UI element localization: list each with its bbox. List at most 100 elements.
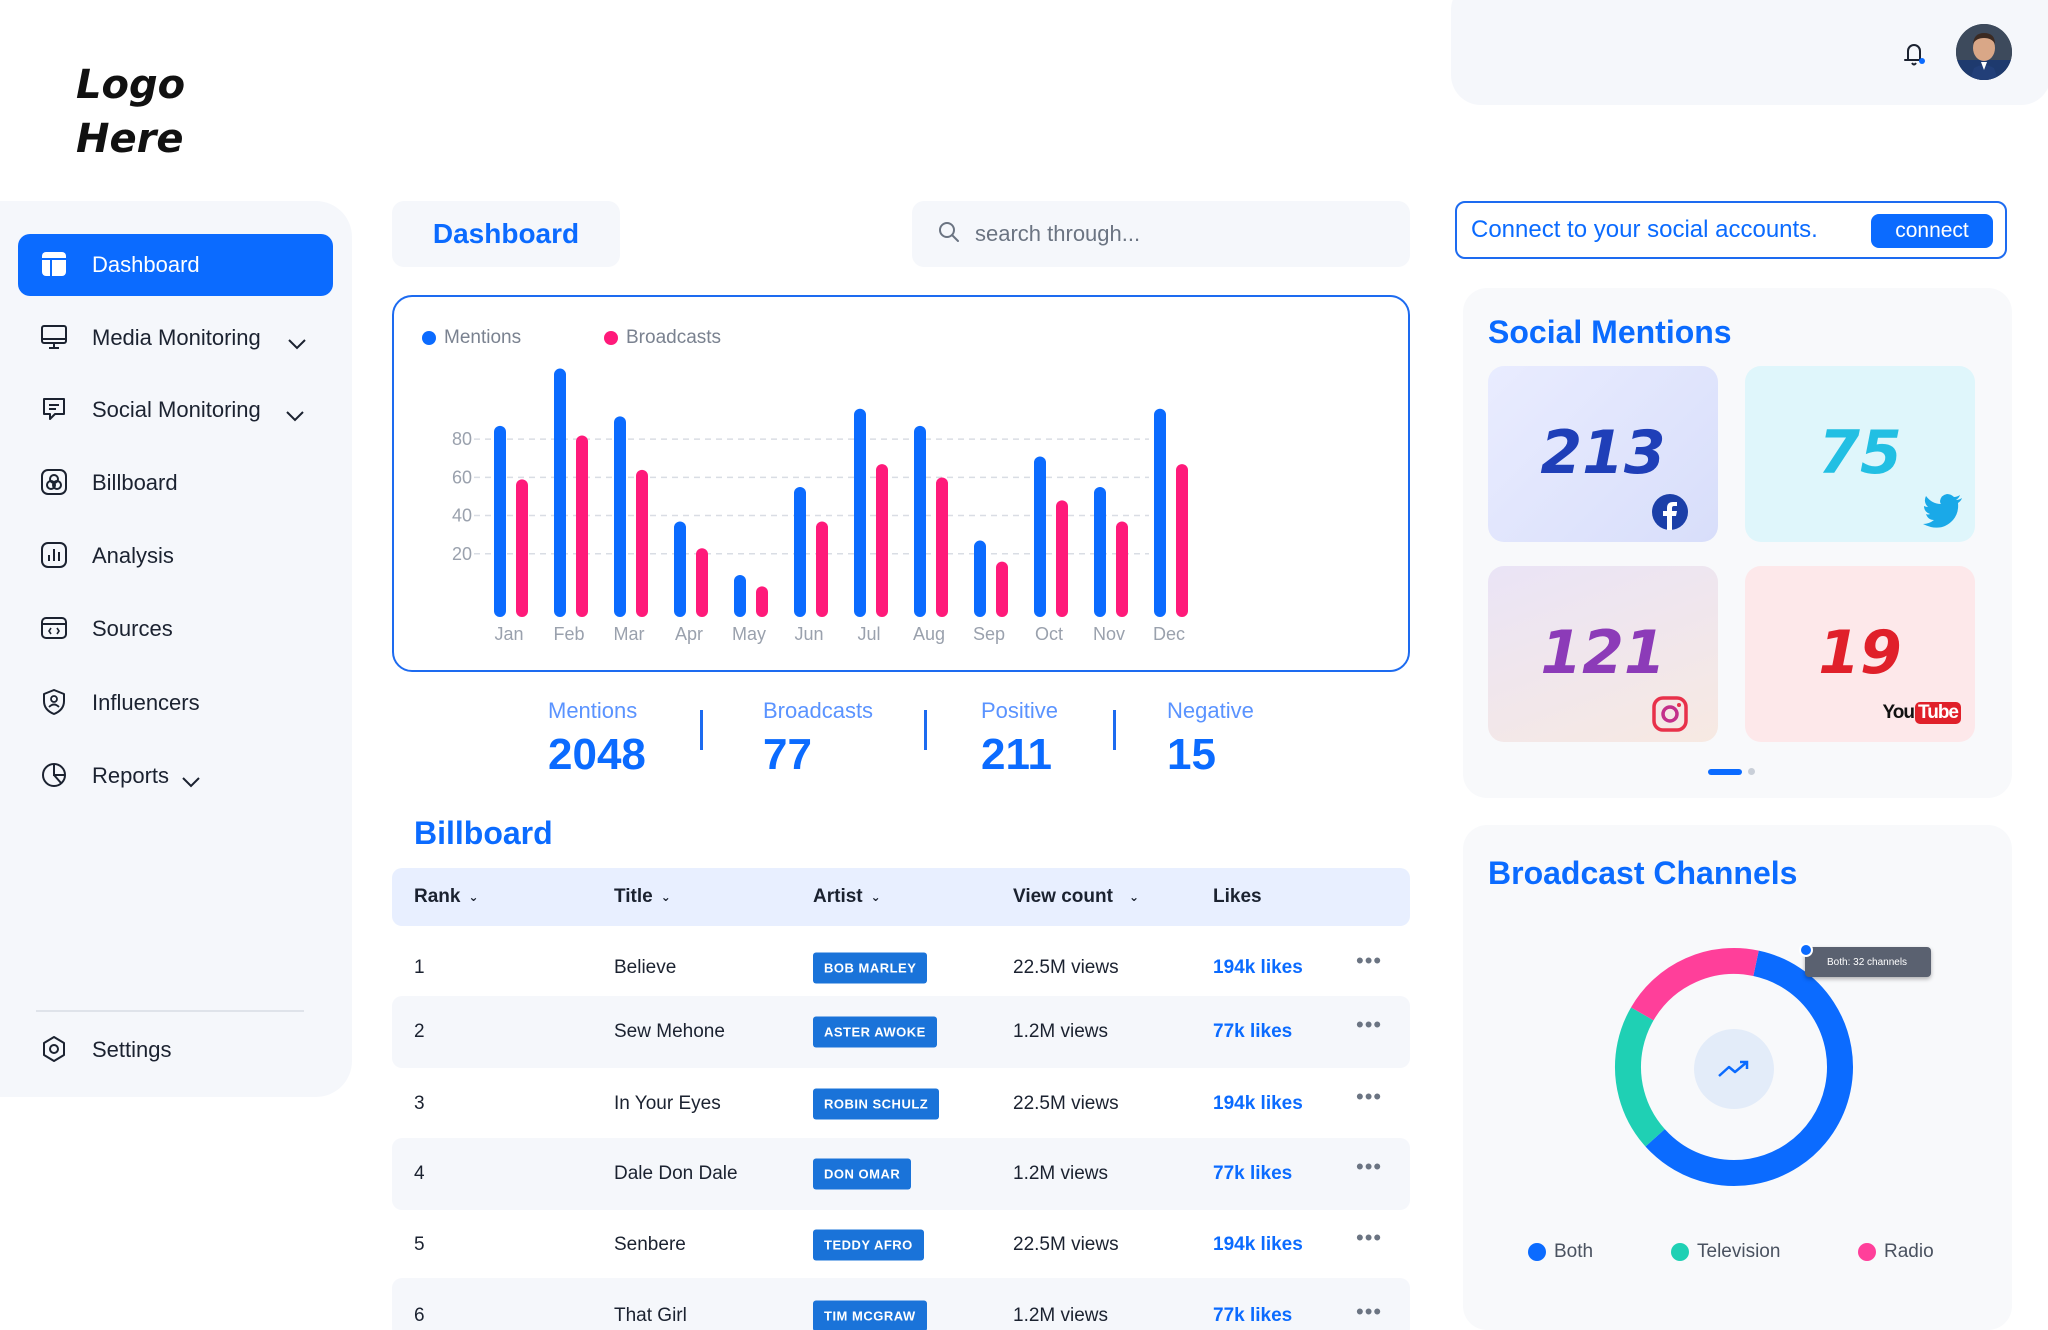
legend-label: Mentions xyxy=(444,327,522,348)
sidebar-item-billboard[interactable]: Billboard xyxy=(18,452,333,514)
tab-dashboard[interactable]: Dashboard xyxy=(392,201,620,267)
bar-broadcasts xyxy=(936,477,948,617)
logo: Logo Here xyxy=(76,58,185,166)
social-mentions-panel: Social Mentions 213 75 121 19 You Tube xyxy=(1463,288,2012,798)
broadcast-donut-chart xyxy=(1608,941,1859,1192)
carousel-dot-active[interactable] xyxy=(1708,768,1742,775)
mentions-broadcasts-chart: Mentions Broadcasts 20 40 60 80 Jan Feb Mar Apr… xyxy=(392,295,1410,672)
artist-badge[interactable]: BOB MARLEY xyxy=(813,952,928,984)
chevron-down-icon[interactable] xyxy=(180,769,202,788)
title-cell: Believe xyxy=(614,957,677,978)
donut-segment-television[interactable] xyxy=(1608,941,1859,1192)
x-tick-label: Oct xyxy=(1035,624,1063,644)
sidebar-item-reports[interactable]: Reports xyxy=(18,745,333,807)
sidebar-item-analysis[interactable]: Analysis xyxy=(18,525,333,587)
sidebar-item-social-monitoring[interactable]: Social Monitoring xyxy=(18,379,333,441)
likes-link[interactable]: 77k likes xyxy=(1213,1021,1293,1042)
bell-icon[interactable] xyxy=(1897,36,1931,72)
bar-broadcasts xyxy=(876,464,888,617)
table-row[interactable]: 5 Senbere TEDDY AFRO 22.5M views 194k li… xyxy=(392,1209,1410,1281)
sidebar-item-influencers[interactable]: Influencers xyxy=(18,672,333,734)
chevron-down-icon: ⌄ xyxy=(870,890,881,904)
artist-badge[interactable]: DON OMAR xyxy=(813,1158,912,1190)
stat-negative: Negative 15 xyxy=(1167,698,1254,780)
bar-mentions xyxy=(1094,487,1106,617)
sources-icon xyxy=(40,614,70,644)
search-input[interactable] xyxy=(975,221,1395,247)
stat-label: Mentions xyxy=(548,698,638,723)
views-cell: 22.5M views xyxy=(1013,1093,1119,1114)
bar-mentions xyxy=(1154,408,1166,617)
legend-dot xyxy=(604,331,618,345)
donut-segment-both[interactable] xyxy=(1608,941,1859,1192)
table-row[interactable]: 1 Believe BOB MARLEY 22.5M views 194k li… xyxy=(392,932,1410,1004)
column-header-likes[interactable]: Likes xyxy=(1213,886,1262,908)
more-options-icon[interactable]: ••• xyxy=(1356,1299,1383,1324)
sidebar-item-label: Sources xyxy=(92,616,173,641)
legend-dot xyxy=(1858,1243,1876,1261)
more-options-icon[interactable]: ••• xyxy=(1356,1011,1383,1037)
likes-link[interactable]: 194k likes xyxy=(1213,1234,1303,1255)
sidebar-item-dashboard[interactable]: Dashboard xyxy=(18,234,333,296)
more-options-icon[interactable]: ••• xyxy=(1356,1153,1383,1179)
sidebar-item-sources[interactable]: Sources xyxy=(18,598,333,660)
more-options-icon[interactable]: ••• xyxy=(1356,947,1383,973)
facebook-tile[interactable]: 213 xyxy=(1488,366,1718,542)
bar-mentions xyxy=(554,368,566,617)
monitor-icon xyxy=(40,323,70,353)
column-header-rank[interactable]: Rank ⌄ xyxy=(414,886,479,908)
likes-link[interactable]: 194k likes xyxy=(1213,957,1303,978)
artist-badge[interactable]: TEDDY AFRO xyxy=(813,1229,924,1261)
bar-mentions xyxy=(614,416,626,617)
pie-chart-icon xyxy=(40,761,70,791)
sidebar-item-label: Influencers xyxy=(92,690,200,715)
likes-link[interactable]: 194k likes xyxy=(1213,1093,1303,1114)
logo-line-1: Logo xyxy=(76,62,186,108)
sidebar-item-label: Settings xyxy=(92,1037,172,1062)
more-options-icon[interactable]: ••• xyxy=(1356,1083,1383,1109)
search-bar[interactable] xyxy=(912,201,1410,267)
x-tick-label: Jun xyxy=(794,624,823,644)
sidebar xyxy=(0,201,352,1097)
stat-separator xyxy=(1113,710,1116,750)
trend-up-icon[interactable] xyxy=(1694,1029,1774,1109)
column-header-view-count[interactable]: View count ⌄ xyxy=(1013,886,1139,908)
bar-broadcasts xyxy=(636,469,648,617)
views-cell: 1.2M views xyxy=(1013,1163,1109,1184)
more-options-icon[interactable]: ••• xyxy=(1356,1224,1383,1250)
instagram-tile[interactable]: 121 xyxy=(1488,566,1718,742)
column-header-title[interactable]: Title ⌄ xyxy=(614,886,671,908)
likes-link[interactable]: 77k likes xyxy=(1213,1305,1293,1326)
youtube-tile[interactable]: 19 You Tube xyxy=(1745,566,1975,742)
connect-button[interactable]: connect xyxy=(1871,214,1993,248)
broadcast-channels-panel: Broadcast Channels xyxy=(1463,825,2012,1330)
carousel-dot[interactable] xyxy=(1748,768,1755,775)
legend-radio: Radio xyxy=(1858,1241,1934,1263)
artist-badge[interactable]: ROBIN SCHULZ xyxy=(813,1088,940,1120)
stat-label: Broadcasts xyxy=(763,698,874,723)
bar-broadcasts xyxy=(996,561,1008,617)
carousel-dots[interactable] xyxy=(1708,768,1755,775)
sidebar-item-media-monitoring[interactable]: Media Monitoring xyxy=(18,307,333,369)
bar-mentions xyxy=(734,574,746,617)
table-row[interactable]: 2 Sew Mehone ASTER AWOKE 1.2M views 77k … xyxy=(392,996,1410,1068)
twitter-tile[interactable]: 75 xyxy=(1745,366,1975,542)
x-tick-label: Nov xyxy=(1093,624,1125,644)
sidebar-item-settings[interactable]: Settings xyxy=(18,1019,333,1081)
table-row[interactable]: 3 In Your Eyes ROBIN SCHULZ 22.5M views … xyxy=(392,1068,1410,1140)
avatar[interactable] xyxy=(1956,24,2012,80)
x-tick-label: Sep xyxy=(973,624,1005,644)
column-header-artist[interactable]: Artist ⌄ xyxy=(813,886,881,908)
bar-mentions xyxy=(854,408,866,617)
sidebar-item-label: Dashboard xyxy=(92,252,200,277)
artist-badge[interactable]: TIM MCGRAW xyxy=(813,1300,927,1330)
views-cell: 1.2M views xyxy=(1013,1305,1109,1326)
chevron-down-icon[interactable] xyxy=(286,331,308,350)
sidebar-item-label: Analysis xyxy=(92,543,174,568)
artist-badge[interactable]: ASTER AWOKE xyxy=(813,1016,937,1048)
likes-link[interactable]: 77k likes xyxy=(1213,1163,1293,1184)
chevron-down-icon[interactable] xyxy=(284,403,306,422)
table-row[interactable]: 4 Dale Don Dale DON OMAR 1.2M views 77k … xyxy=(392,1138,1410,1210)
legend-dot xyxy=(422,331,436,345)
table-row[interactable]: 6 That Girl TIM MCGRAW 1.2M views 77k li… xyxy=(392,1278,1410,1330)
